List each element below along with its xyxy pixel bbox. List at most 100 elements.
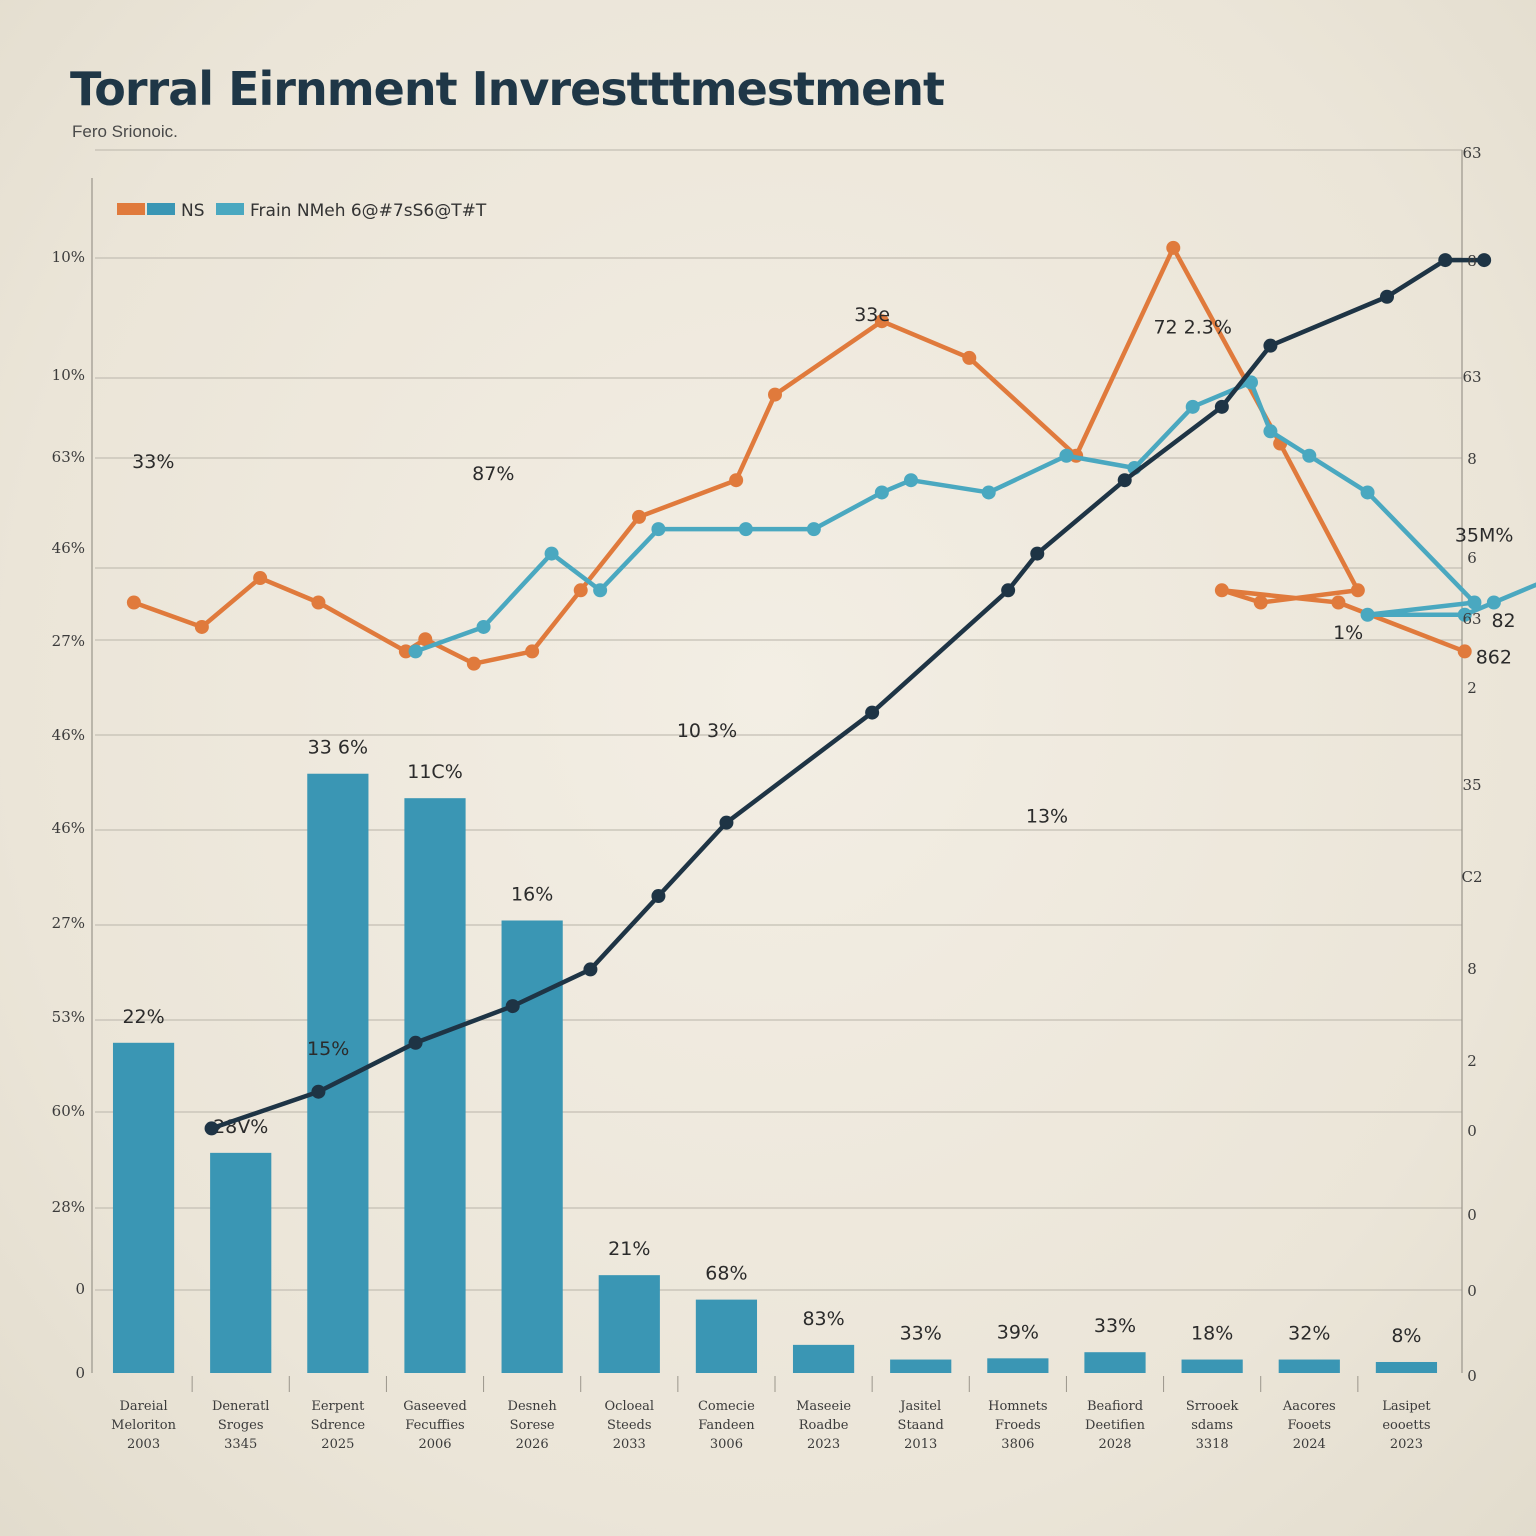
bar-10 <box>1084 1352 1146 1373</box>
series-point-orange-0 <box>126 595 141 610</box>
category-label-3: Gaseeved Fecuffies 2006 <box>403 1399 467 1452</box>
series-point-teal-3 <box>593 583 608 598</box>
bar-label-7: 83% <box>802 1308 844 1330</box>
series-point-teal-21 <box>1486 595 1501 610</box>
legend-swatch-0-1 <box>147 203 175 215</box>
bar-label-4: 16% <box>511 883 553 905</box>
series-point-orange-13 <box>962 350 977 365</box>
series-point-orange-2 <box>253 571 268 586</box>
right-tick-4: 6 <box>1467 549 1477 567</box>
series-point-teal-15 <box>1302 448 1317 463</box>
point-label-10: 15% <box>307 1038 349 1060</box>
series-point-orange-8 <box>573 583 588 598</box>
point-label-9: 13% <box>1026 806 1068 828</box>
series-point-teal-12 <box>1185 399 1200 414</box>
bar-12 <box>1278 1359 1340 1373</box>
category-label-9: Homnets Froeds 3806 <box>988 1399 1047 1452</box>
series-point-teal-8 <box>904 473 918 488</box>
category-label-6: Comecie Fandeen 3006 <box>698 1399 755 1452</box>
series-line-navy <box>209 257 1487 1131</box>
series-point-orange-17 <box>1350 583 1365 598</box>
bar-5 <box>598 1275 660 1373</box>
category-label-8: Jasitel Staand 2013 <box>898 1399 944 1452</box>
series-point-navy-6 <box>719 815 734 830</box>
series-point-navy-14 <box>1438 253 1453 268</box>
series-point-teal-14 <box>1263 424 1278 439</box>
left-tick-12: 0 <box>75 1364 85 1382</box>
bar-label-13: 8% <box>1391 1325 1421 1347</box>
point-label-7: 10 3% <box>677 720 737 742</box>
point-label-2: 33e <box>854 304 890 326</box>
series-point-teal-13 <box>1244 375 1258 390</box>
series-point-navy-11 <box>1214 399 1229 414</box>
point-label-1: 87% <box>472 463 514 485</box>
series-point-navy-4 <box>583 962 598 977</box>
legend-swatch-1-0 <box>216 203 244 215</box>
right-tick-6: 2 <box>1467 679 1477 697</box>
right-tick-11: 0 <box>1467 1122 1477 1140</box>
right-tick-0: 63 <box>1462 144 1481 162</box>
category-label-4: Desneh Sorese 2026 <box>508 1399 558 1452</box>
right-tick-13: 0 <box>1467 1282 1477 1300</box>
series-point-teal-10 <box>1059 448 1074 463</box>
bar-6 <box>695 1299 758 1373</box>
bar-9 <box>987 1358 1049 1373</box>
point-label-3: 72 2.3% <box>1153 316 1232 338</box>
series-point-orange-6 <box>466 656 481 671</box>
left-tick-9: 60% <box>52 1102 85 1120</box>
right-tick-12: 0 <box>1467 1206 1477 1224</box>
category-label-1: Deneratl Sroges 3345 <box>212 1399 270 1452</box>
series-point-navy-7 <box>865 705 880 720</box>
series-point-teal-18 <box>1360 607 1375 622</box>
right-axis-ticks: 63 8 63 8 6 63 2 35 C2 8 2 0 0 0 0 <box>1461 144 1482 1385</box>
bar-label-11: 18% <box>1191 1323 1233 1345</box>
category-label-5: Ocloeal Steeds 2033 <box>605 1399 655 1452</box>
category-label-12: Aacores Fooets 2024 <box>1282 1399 1336 1452</box>
series-point-teal-19 <box>1457 607 1472 622</box>
right-tick-2: 63 <box>1462 368 1481 386</box>
right-tick-8: C2 <box>1461 868 1482 886</box>
bar-1 <box>210 1152 272 1373</box>
legend: NS Frain NMeh 6@#7sS6@T#T <box>117 201 487 221</box>
point-label-5: 82 <box>1491 610 1515 632</box>
bar-labels: 22%28V%33 6%11C%16%21%68%83%33% 39% 33% 18%… <box>122 737 1421 1347</box>
left-axis-ticks: 10% 10% 63% 46% 27% 46% 46% 27% 53% 60% 28% 0 0 <box>52 248 85 1382</box>
series-point-navy-15 <box>1477 253 1492 268</box>
series-point-navy-3 <box>505 999 520 1014</box>
series-point-navy-13 <box>1380 289 1394 304</box>
bar-label-9: 39% <box>997 1321 1039 1343</box>
right-tick-14: 0 <box>1467 1367 1477 1385</box>
bar-11 <box>1181 1359 1243 1373</box>
chart-subtitle: Fero Srionoic. <box>72 122 178 141</box>
category-labels: Dareial Meloriton 2003 Deneratl Sroges 3345 Ee… <box>111 1376 1431 1452</box>
series-point-navy-9 <box>1030 546 1045 561</box>
left-tick-0: 10% <box>52 248 85 266</box>
left-tick-7: 27% <box>52 914 85 932</box>
point-label-4: 35M% <box>1455 524 1514 546</box>
right-tick-10: 2 <box>1467 1052 1477 1070</box>
legend-label-1: Frain NMeh 6@#7sS6@T#T <box>250 201 487 221</box>
series-point-teal-4 <box>651 522 666 537</box>
series-point-navy-1 <box>311 1084 326 1099</box>
series-point-orange-20 <box>1331 595 1346 610</box>
series-point-orange-19 <box>1214 583 1229 598</box>
bar-8 <box>890 1359 952 1373</box>
line-series <box>126 240 1536 1136</box>
bar-label-0: 22% <box>122 1006 164 1028</box>
series-point-teal-5 <box>738 522 753 537</box>
bar-label-2: 33 6% <box>308 737 368 759</box>
point-label-6: 862 <box>1476 647 1512 669</box>
series-point-orange-18 <box>1253 595 1268 610</box>
left-tick-10: 28% <box>52 1198 85 1216</box>
bar-label-5: 21% <box>608 1238 650 1260</box>
left-tick-8: 53% <box>52 1008 85 1026</box>
series-point-teal-1 <box>476 619 491 634</box>
series-point-orange-3 <box>311 595 326 610</box>
left-tick-4: 27% <box>52 632 85 650</box>
series-point-orange-4 <box>398 644 413 659</box>
series-point-orange-7 <box>525 644 540 659</box>
legend-swatch-0-0 <box>117 203 145 215</box>
right-tick-1: 8 <box>1467 252 1477 270</box>
chart-title: Torral Eirnment Invrestttmestment <box>70 62 945 116</box>
